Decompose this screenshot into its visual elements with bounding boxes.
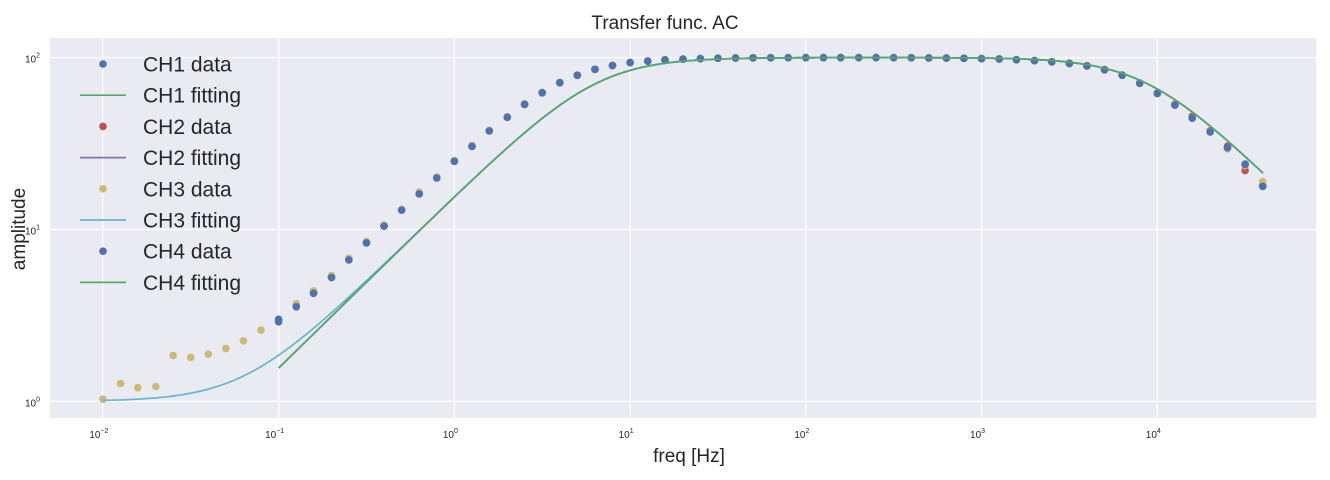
- data-point: [1206, 128, 1214, 136]
- x-axis-label: freq [Hz]: [653, 446, 725, 467]
- data-point: [468, 142, 476, 151]
- data-point: [380, 222, 388, 230]
- data-point: [432, 174, 441, 182]
- data-point: [327, 273, 336, 282]
- data-point: [608, 61, 617, 70]
- data-point: [239, 337, 248, 345]
- data-point: [397, 206, 406, 214]
- data-point: [257, 326, 265, 334]
- data-point: [1153, 89, 1162, 98]
- legend-item-ch1-fitting: CH1 fitting: [80, 85, 241, 108]
- series-layer: [99, 53, 1267, 403]
- x-tick-label: 102: [794, 428, 809, 441]
- legend-label: CH2 data: [143, 116, 232, 139]
- data-point: [643, 57, 652, 65]
- x-tick-label: 100: [443, 428, 458, 441]
- data-point: [1171, 101, 1179, 109]
- data-point: [1048, 58, 1056, 66]
- legend-marker-swatch: [99, 60, 107, 68]
- legend-item-ch2-fitting: CH2 fitting: [80, 147, 241, 170]
- legend-marker-swatch: [99, 122, 107, 131]
- data-point: [485, 127, 494, 135]
- legend-label: CH2 fitting: [143, 147, 241, 170]
- data-point: [362, 239, 371, 247]
- legend: CH1 data CH1 fitting CH2 data CH2 fitting CH…: [80, 54, 241, 295]
- data-point: [520, 100, 529, 109]
- data-point: [169, 351, 177, 360]
- plot-area: [50, 38, 1316, 418]
- data-point: [152, 382, 160, 391]
- legend-label: CH4 fitting: [143, 272, 241, 295]
- data-point: [1258, 182, 1267, 191]
- chart-title: Transfer func. AC: [591, 13, 738, 34]
- x-tick-label: 104: [1146, 428, 1161, 441]
- legend-item-ch2-data: CH2 data: [99, 116, 232, 139]
- data-point: [415, 190, 424, 198]
- legend-item-ch3-fitting: CH3 fitting: [80, 210, 241, 233]
- x-tick-label: 101: [619, 428, 634, 441]
- ch4-fitting-line: [278, 56, 1264, 369]
- x-tick-label: 103: [970, 428, 985, 441]
- y-tick-label: 102: [25, 53, 40, 66]
- y-axis-ticks: 100 101 102: [25, 53, 40, 410]
- data-point: [99, 395, 107, 403]
- x-tick-label: 10−2: [89, 428, 108, 441]
- legend-marker-swatch: [99, 185, 107, 193]
- legend-item-ch4-fitting: CH4 fitting: [80, 272, 241, 295]
- y-tick-label: 100: [25, 396, 40, 409]
- legend-label: CH1 data: [143, 54, 232, 77]
- data-point: [503, 113, 512, 122]
- data-point: [591, 65, 599, 74]
- legend-label: CH4 data: [143, 241, 232, 264]
- data-point: [309, 289, 318, 298]
- data-point: [274, 318, 283, 326]
- legend-item-ch3-data: CH3 data: [99, 178, 232, 201]
- data-point: [696, 54, 705, 63]
- ch4-data-points: [274, 53, 1267, 326]
- legend-label: CH3 data: [143, 178, 232, 201]
- x-axis-ticks: 10−2 10−1 100 101 102 103 104: [89, 428, 1161, 441]
- legend-label: CH1 fitting: [143, 85, 241, 108]
- data-point: [186, 353, 195, 362]
- data-point: [1012, 55, 1021, 64]
- data-point: [1065, 59, 1074, 68]
- data-point: [1030, 56, 1039, 65]
- y-axis-label: amplitude: [9, 188, 30, 270]
- data-point: [134, 383, 142, 392]
- y-tick-label: 101: [25, 224, 40, 237]
- x-tick-label: 10−1: [265, 428, 284, 441]
- data-point: [345, 256, 353, 264]
- legend-label: CH3 fitting: [143, 210, 241, 233]
- data-point: [538, 88, 546, 97]
- legend-item-ch1-data: CH1 data: [99, 54, 232, 77]
- data-point: [1241, 160, 1249, 169]
- data-point: [204, 350, 213, 359]
- data-point: [292, 302, 301, 311]
- legend-item-ch4-data: CH4 data: [99, 241, 232, 264]
- data-point: [1188, 114, 1197, 122]
- data-point: [222, 344, 230, 353]
- data-point: [555, 78, 564, 87]
- data-point: [661, 56, 669, 64]
- data-point: [573, 71, 582, 80]
- data-point: [116, 379, 125, 388]
- data-point: [1223, 143, 1232, 152]
- data-point: [626, 58, 634, 67]
- data-point: [450, 157, 459, 166]
- legend-marker-swatch: [99, 247, 107, 255]
